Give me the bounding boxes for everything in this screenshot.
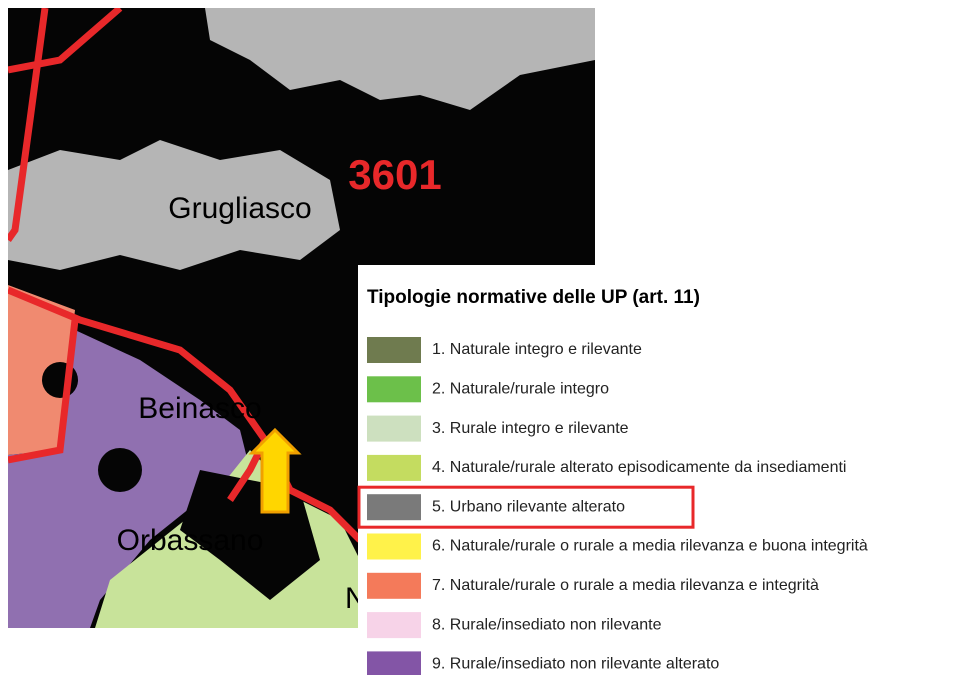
legend-swatch: [367, 612, 421, 638]
legend-label: 2. Naturale/rurale integro: [432, 381, 609, 398]
place-label: Grugliasco: [168, 192, 311, 225]
place-label: Orbassano: [117, 524, 264, 557]
legend-swatch: [367, 455, 421, 481]
place-label: Beinasco: [138, 392, 261, 425]
legend-label: 8. Rurale/insediato non rilevante: [432, 616, 662, 633]
legend-swatch: [367, 416, 421, 442]
legend-label: 3. Rurale integro e rilevante: [432, 420, 629, 437]
legend-label: 5. Urbano rilevante alterato: [432, 498, 625, 515]
legend-label: 1. Naturale integro e rilevante: [432, 341, 642, 358]
legend-label: 4. Naturale/rurale alterato episodicamen…: [432, 459, 846, 476]
legend-swatch: [367, 494, 421, 520]
legend-swatch: [367, 651, 421, 675]
legend-label: 7. Naturale/rurale o rurale a media rile…: [432, 577, 819, 594]
map-figure: 3601 Grugliasco Beinasco Orbassano N Tip…: [0, 0, 980, 675]
legend-swatch: [367, 573, 421, 599]
legend-swatch: [367, 337, 421, 363]
legend-title: Tipologie normative delle UP (art. 11): [367, 287, 700, 308]
legend-label: 9. Rurale/insediato non rilevante altera…: [432, 656, 719, 673]
legend-label: 6. Naturale/rurale o rurale a media rile…: [432, 538, 868, 555]
legend-swatch: [367, 376, 421, 402]
legend-swatch: [367, 534, 421, 560]
zone-label: 3601: [348, 151, 441, 198]
